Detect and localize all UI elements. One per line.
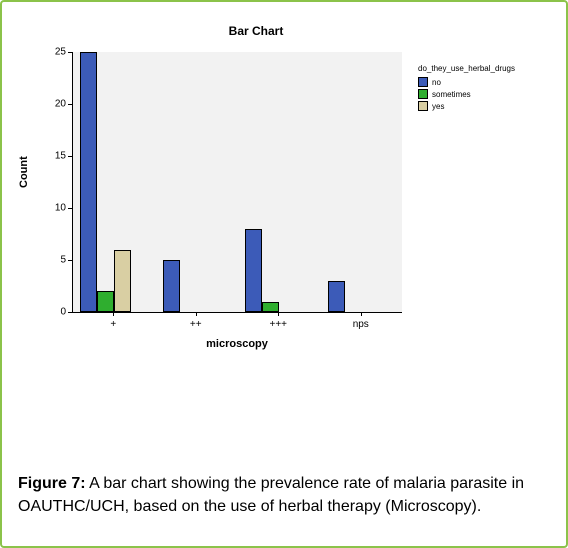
- bar-no: [245, 229, 262, 312]
- y-tick: [68, 104, 72, 105]
- x-tick-label: nps: [353, 319, 369, 330]
- x-tick-label: ++: [190, 319, 202, 330]
- x-tick: [113, 312, 114, 316]
- y-tick-label: 25: [42, 47, 66, 58]
- bar-no: [328, 281, 345, 312]
- x-axis-line: [72, 312, 402, 313]
- y-tick-label: 20: [42, 99, 66, 110]
- bar-no: [80, 52, 97, 312]
- y-tick: [68, 312, 72, 313]
- x-tick-label: +: [110, 319, 116, 330]
- y-tick: [68, 260, 72, 261]
- x-tick: [278, 312, 279, 316]
- legend-items: no sometimes yes: [418, 77, 515, 111]
- y-tick: [68, 156, 72, 157]
- legend-item-yes: yes: [418, 101, 515, 111]
- x-tick-label: +++: [269, 319, 287, 330]
- legend-label: no: [432, 78, 441, 87]
- x-tick: [361, 312, 362, 316]
- x-axis-title: microscopy: [72, 338, 402, 350]
- figure-caption: Figure 7: A bar chart showing the preval…: [18, 472, 550, 518]
- legend-swatch: [418, 77, 428, 87]
- legend-label: sometimes: [432, 90, 471, 99]
- chart-area: Bar Chart 0510152025 ++++++nps Count mic…: [18, 16, 554, 376]
- y-tick-label: 5: [42, 255, 66, 266]
- legend-swatch: [418, 89, 428, 99]
- y-tick-label: 0: [42, 307, 66, 318]
- plot-frame: [72, 52, 402, 312]
- legend: do_they_use_herbal_drugs no sometimes yes: [418, 64, 515, 113]
- plot-inner: [72, 52, 402, 312]
- bar-no: [163, 260, 180, 312]
- legend-label: yes: [432, 102, 444, 111]
- y-tick-label: 15: [42, 151, 66, 162]
- bar-sometimes: [97, 291, 114, 312]
- legend-swatch: [418, 101, 428, 111]
- bar-sometimes: [262, 302, 279, 312]
- legend-item-no: no: [418, 77, 515, 87]
- x-tick: [196, 312, 197, 316]
- figure-label: Figure 7:: [18, 475, 86, 492]
- y-tick: [68, 52, 72, 53]
- legend-item-sometimes: sometimes: [418, 89, 515, 99]
- y-axis-line: [72, 52, 73, 312]
- chart-title: Bar Chart: [0, 16, 554, 52]
- y-tick: [68, 208, 72, 209]
- y-tick-label: 10: [42, 203, 66, 214]
- bar-yes: [114, 250, 131, 312]
- y-axis-title: Count: [18, 156, 30, 188]
- chart-body: 0510152025 ++++++nps Count microscopy do…: [18, 52, 554, 352]
- legend-title: do_they_use_herbal_drugs: [418, 64, 515, 73]
- figure-caption-text: A bar chart showing the prevalence rate …: [18, 475, 524, 515]
